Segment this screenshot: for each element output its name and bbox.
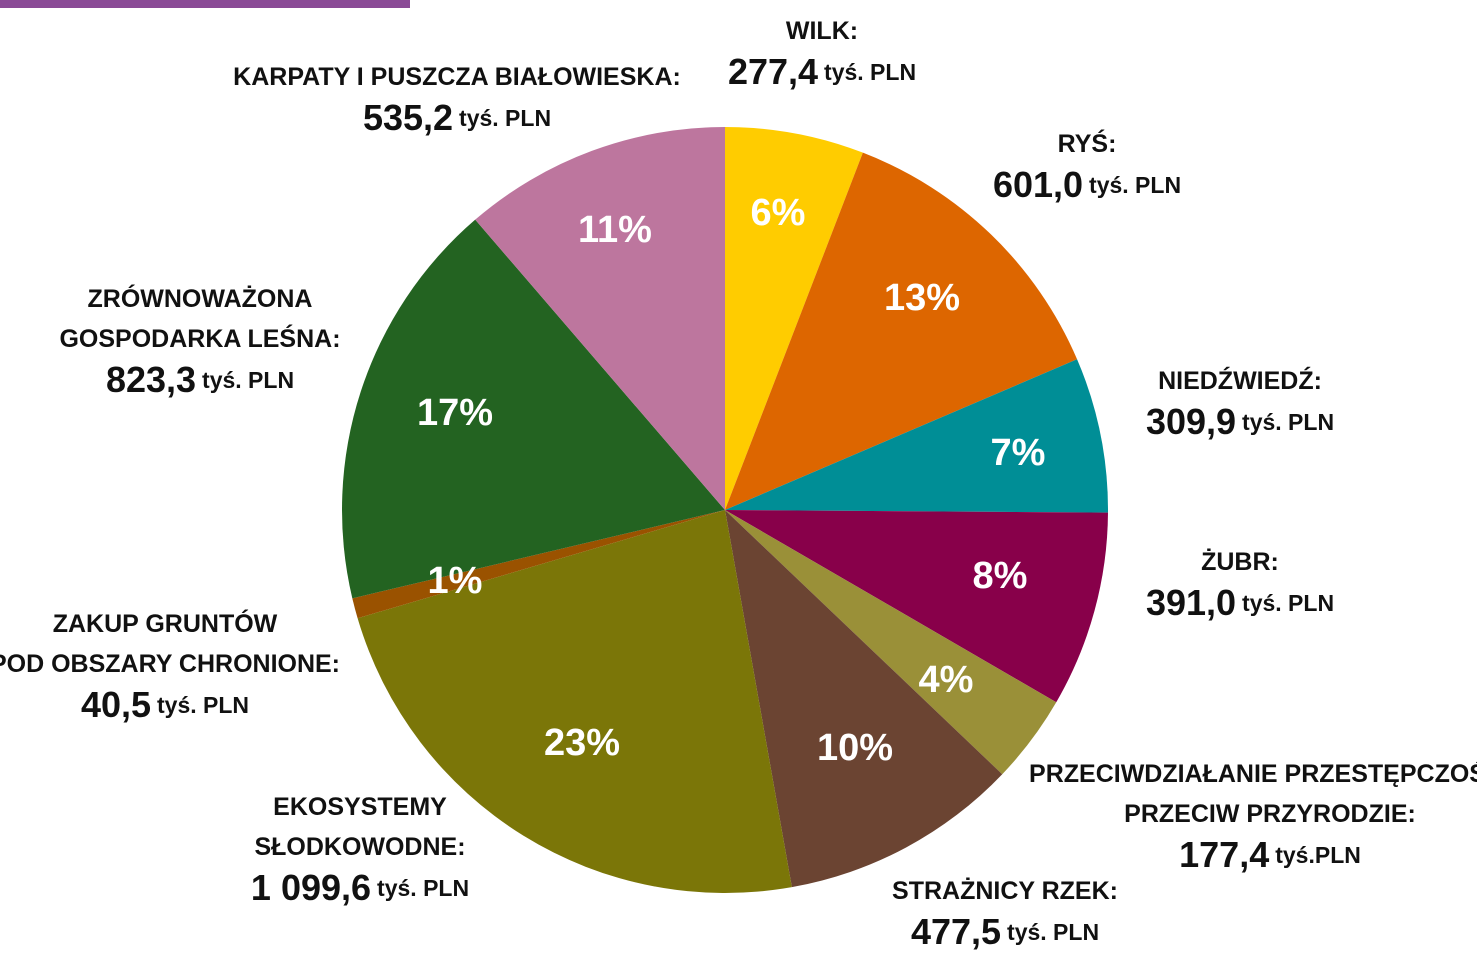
- percent-label: 10%: [817, 727, 893, 769]
- value-label-group: 535,2 tyś. PLN: [363, 97, 551, 138]
- pie-slice: [475, 127, 725, 510]
- pie-slice: [725, 510, 1003, 888]
- value-label-group: 601,0 tyś. PLN: [993, 164, 1181, 205]
- percent-label: 17%: [417, 392, 493, 434]
- category-label: ZRÓWNOWAŻONA GOSPODARKA LEŚNA:: [59, 283, 340, 353]
- percent-label: 13%: [884, 277, 960, 319]
- pie-slice: [357, 510, 792, 894]
- unit-label: tyś. PLN: [1242, 409, 1334, 435]
- value-label: 601,0: [993, 164, 1083, 205]
- percent-label: 4%: [919, 659, 974, 701]
- category-label: KARPATY I PUSZCZA BIAŁOWIESKA:: [233, 63, 681, 91]
- value-label-group: 309,9 tyś. PLN: [1146, 401, 1334, 442]
- unit-label: tyś.PLN: [1275, 842, 1361, 868]
- value-label: 40,5: [81, 684, 151, 725]
- pie-slice: [725, 152, 1078, 510]
- percent-label: 7%: [991, 432, 1046, 474]
- value-label: 1 099,6: [251, 867, 371, 908]
- unit-label: tyś. PLN: [824, 59, 916, 85]
- value-label-group: 177,4 tyś.PLN: [1179, 834, 1361, 875]
- percent-label: 23%: [544, 722, 620, 764]
- category-label: RYŚ:: [1058, 128, 1117, 158]
- category-label: WILK:: [786, 17, 858, 45]
- percent-label: 11%: [578, 209, 652, 251]
- percent-label: 6%: [751, 192, 806, 234]
- value-label: 391,0: [1146, 582, 1236, 623]
- category-label: NIEDŹWIEDŹ:: [1158, 366, 1322, 395]
- value-label: 477,5: [911, 911, 1001, 952]
- unit-label: tyś. PLN: [157, 692, 249, 718]
- unit-label: tyś. PLN: [377, 875, 469, 901]
- category-label: EKOSYSTEMY SŁODKOWODNE:: [254, 793, 465, 861]
- category-label: PRZECIWDZIAŁANIE PRZESTĘPCZOŚCI PRZECIW P…: [1029, 758, 1477, 828]
- category-label: ŻUBR:: [1201, 548, 1279, 576]
- value-label: 535,2: [363, 97, 453, 138]
- value-label-group: 477,5 tyś. PLN: [911, 911, 1099, 952]
- value-label: 309,9: [1146, 401, 1236, 442]
- category-label: STRAŻNICY RZEK:: [892, 877, 1118, 905]
- pie-slice: [342, 219, 725, 599]
- value-label-group: 1 099,6 tyś. PLN: [251, 867, 469, 908]
- unit-label: tyś. PLN: [1007, 919, 1099, 945]
- percent-label: 1%: [428, 560, 483, 602]
- unit-label: tyś. PLN: [1089, 172, 1181, 198]
- value-label: 277,4: [728, 51, 818, 92]
- pie-slice: [725, 510, 1057, 775]
- value-label-group: 40,5 tyś. PLN: [81, 684, 249, 725]
- value-label: 823,3: [106, 359, 196, 400]
- pie-slice: [352, 510, 725, 619]
- pie-slice: [725, 510, 1108, 703]
- unit-label: tyś. PLN: [459, 105, 551, 131]
- pie-slice: [725, 127, 863, 510]
- pie-slice: [725, 359, 1108, 513]
- value-label-group: 391,0 tyś. PLN: [1146, 582, 1334, 623]
- header-bar: [0, 0, 410, 8]
- value-label-group: 823,3 tyś. PLN: [106, 359, 294, 400]
- category-label: ZAKUP GRUNTÓW POD OBSZARY CHRONIONE:: [0, 608, 340, 678]
- unit-label: tyś. PLN: [202, 367, 294, 393]
- value-label: 177,4: [1179, 834, 1269, 875]
- unit-label: tyś. PLN: [1242, 590, 1334, 616]
- percent-label: 8%: [973, 555, 1028, 597]
- value-label-group: 277,4 tyś. PLN: [728, 51, 916, 92]
